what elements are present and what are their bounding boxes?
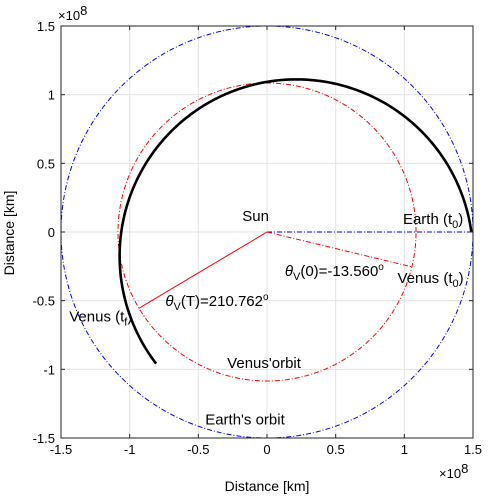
label-theta_vt: θV(T)=210.762o: [165, 292, 269, 313]
label-earth_t0: Earth (t0): [403, 211, 463, 231]
x-tick-label: -0.5: [187, 442, 209, 457]
series-sun_to_venus_t0: [266, 231, 413, 268]
chart-labels: Distance [km] Distance [km] ×108 ×108: [1, 3, 468, 494]
tick-labels: -1.5 -1 -0.5 0 0.5 1 1.5 -1.5 -1 -0.5 0 0.5 1 1.5: [33, 19, 482, 457]
series-sun_to_venus_tf: [138, 231, 268, 309]
x-tick-label: 1: [401, 442, 408, 457]
label-sun: Sun: [242, 208, 269, 225]
x-tick-label: 0: [263, 442, 270, 457]
x-tick-label: 0.5: [327, 442, 345, 457]
y-tick-label: 0.5: [37, 156, 55, 171]
label-venus_tf: Venus (tf): [69, 308, 132, 328]
y-tick-label: -1: [43, 362, 55, 377]
y-tick-label: 0: [48, 225, 55, 240]
label-venus_t0: Venus (t0): [397, 270, 463, 290]
y-tick-label: 1: [48, 88, 55, 103]
series-transfer: [118, 78, 473, 365]
label-earth_orbit_label: Earth's orbit: [205, 411, 285, 428]
x-scale-note: ×108: [439, 461, 468, 481]
x-axis-label: Distance [km]: [225, 478, 310, 494]
y-axis-label: Distance [km]: [1, 191, 17, 276]
x-tick-label: -1: [124, 442, 136, 457]
y-tick-label: -1.5: [33, 431, 55, 446]
label-venus_orbit_label: Venus'orbit: [227, 355, 302, 372]
label-theta_v0: θV(0)=-13.560o: [285, 262, 384, 283]
series-venus_orbit: [117, 82, 417, 382]
x-tick-label: 1.5: [464, 442, 482, 457]
y-scale-note: ×108: [58, 3, 87, 23]
axes-frame: [60, 25, 474, 439]
y-tick-label: -0.5: [33, 294, 55, 309]
annotations: Sun Earth (t0) Venus (t0) Venus (tf) θV(0)=-…: [69, 208, 463, 428]
y-tick-label: 1.5: [37, 19, 55, 34]
x-tick-label: -1.5: [50, 442, 72, 457]
